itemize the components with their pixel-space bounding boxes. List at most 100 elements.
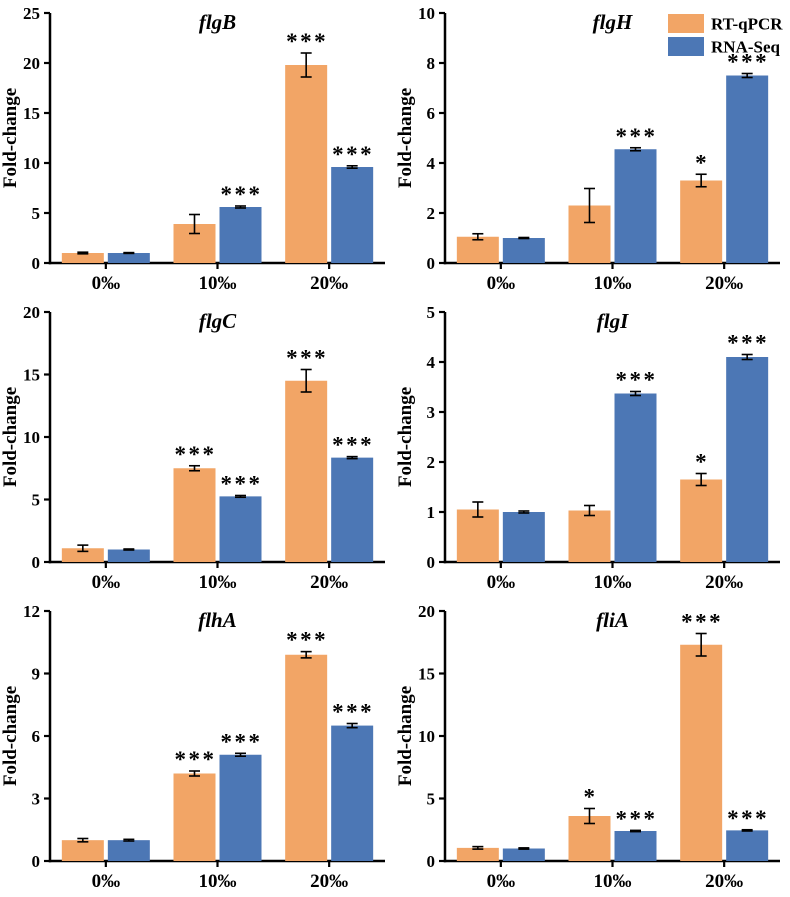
significance-marker: ***: [175, 442, 217, 467]
y-tick-label: 20: [23, 303, 40, 322]
y-tick-label: 10: [418, 4, 435, 23]
chart-title: flgB: [199, 10, 236, 34]
x-tick-label: 0‰: [487, 273, 516, 294]
bar-RT-qPCR-20‰: [285, 65, 328, 263]
y-axis-label: Fold-change: [0, 88, 21, 188]
y-axis-label: Fold-change: [0, 387, 21, 487]
chart-flgB: 0 5 10 15 20 25 Fold-change flgB 0‰ 10‰ *** 20‰ *** *…: [0, 0, 395, 299]
legend-swatch-rna-seq: [668, 37, 704, 56]
x-tick-label: 20‰: [310, 572, 348, 593]
chart-flgH: 0 2 4 6 8 10 Fold-change flgH 0‰ 10‰ *** 20‰ * *** RT-…: [395, 0, 790, 299]
bar-RT-qPCR-10‰: [568, 510, 611, 562]
bar-RT-qPCR-0‰: [61, 840, 104, 861]
bar-RNA-Seq-10‰: [219, 207, 262, 263]
bar-RNA-Seq-0‰: [502, 848, 545, 861]
y-tick-label: 0: [427, 852, 436, 871]
y-tick-label: 10: [23, 428, 40, 447]
y-tick-label: 6: [427, 104, 436, 123]
chart-title: flhA: [198, 608, 237, 632]
bar-RT-qPCR-0‰: [61, 548, 104, 562]
significance-marker: ***: [286, 628, 328, 653]
bar-RT-qPCR-10‰: [173, 468, 216, 562]
chart-flgI: 0 1 2 3 4 5 Fold-change flgI 0‰ 10‰ *** 20‰ * ***: [395, 299, 790, 598]
x-tick-label: 10‰: [199, 871, 237, 892]
x-tick-label: 20‰: [310, 871, 348, 892]
y-axis-label: Fold-change: [395, 88, 416, 188]
significance-marker: ***: [286, 29, 328, 54]
significance-marker: ***: [332, 142, 374, 167]
significance-marker: ***: [221, 729, 263, 754]
bar-RT-qPCR-10‰: [173, 773, 216, 861]
x-tick-label: 20‰: [705, 273, 743, 294]
x-tick-label: 0‰: [487, 871, 516, 892]
y-tick-label: 0: [32, 852, 41, 871]
significance-marker: *: [584, 785, 598, 810]
y-tick-label: 4: [427, 353, 436, 372]
significance-marker: ***: [681, 610, 723, 635]
y-axis-label: Fold-change: [395, 387, 416, 487]
bar-RT-qPCR-20‰: [680, 479, 723, 562]
y-tick-label: 9: [32, 665, 41, 684]
y-tick-label: 5: [427, 790, 436, 809]
y-tick-label: 1: [427, 503, 436, 522]
y-tick-label: 15: [418, 665, 435, 684]
significance-marker: ***: [727, 806, 769, 831]
significance-marker: ***: [616, 806, 658, 831]
significance-marker: ***: [221, 182, 263, 207]
y-tick-label: 10: [418, 727, 435, 746]
bar-RNA-Seq-20‰: [726, 830, 769, 861]
bar-RT-qPCR-20‰: [285, 654, 328, 861]
y-tick-label: 0: [32, 254, 41, 273]
x-tick-label: 20‰: [705, 572, 743, 593]
x-tick-label: 10‰: [594, 273, 632, 294]
bar-RNA-Seq-10‰: [219, 754, 262, 861]
y-tick-label: 0: [32, 553, 41, 572]
y-tick-label: 4: [427, 154, 436, 173]
bar-RT-qPCR-0‰: [456, 236, 499, 263]
bar-RT-qPCR-20‰: [680, 644, 723, 861]
x-tick-label: 0‰: [487, 572, 516, 593]
y-tick-label: 12: [23, 602, 40, 621]
bar-RNA-Seq-20‰: [331, 457, 374, 562]
bar-RNA-Seq-0‰: [502, 238, 545, 263]
x-tick-label: 10‰: [199, 273, 237, 294]
bar-RNA-Seq-10‰: [614, 149, 657, 263]
chart-title: flgI: [597, 309, 629, 333]
significance-marker: *: [695, 450, 709, 475]
significance-marker: ***: [727, 331, 769, 356]
x-tick-label: 10‰: [594, 572, 632, 593]
y-tick-label: 3: [32, 790, 41, 809]
y-tick-label: 20: [418, 602, 435, 621]
chart-flgC: 0 5 10 15 20 Fold-change flgC 0‰ 10‰ *** *** 20‰ ***…: [0, 299, 395, 598]
y-tick-label: 5: [427, 303, 436, 322]
bar-RNA-Seq-20‰: [726, 75, 769, 263]
bar-RNA-Seq-20‰: [726, 357, 769, 562]
significance-marker: ***: [221, 472, 263, 497]
significance-marker: ***: [616, 124, 658, 149]
legend-label-rt-qpcr: RT-qPCR: [711, 15, 783, 34]
bar-RNA-Seq-0‰: [107, 549, 150, 562]
bar-RT-qPCR-20‰: [285, 380, 328, 562]
y-tick-label: 0: [427, 254, 436, 273]
x-tick-label: 10‰: [594, 871, 632, 892]
y-tick-label: 6: [32, 727, 41, 746]
y-tick-label: 0: [427, 553, 436, 572]
x-tick-label: 10‰: [199, 572, 237, 593]
chart-title: flgH: [593, 10, 633, 34]
significance-marker: ***: [332, 433, 374, 458]
bar-RNA-Seq-20‰: [331, 725, 374, 861]
y-tick-label: 25: [23, 4, 40, 23]
bar-RNA-Seq-0‰: [502, 512, 545, 562]
bar-RT-qPCR-0‰: [456, 509, 499, 562]
significance-marker: ***: [332, 700, 374, 725]
y-tick-label: 2: [427, 204, 436, 223]
y-tick-label: 5: [32, 491, 41, 510]
bar-RT-qPCR-20‰: [680, 180, 723, 263]
bar-RNA-Seq-10‰: [614, 393, 657, 562]
y-tick-label: 15: [23, 366, 40, 385]
bar-RT-qPCR-0‰: [61, 253, 104, 263]
